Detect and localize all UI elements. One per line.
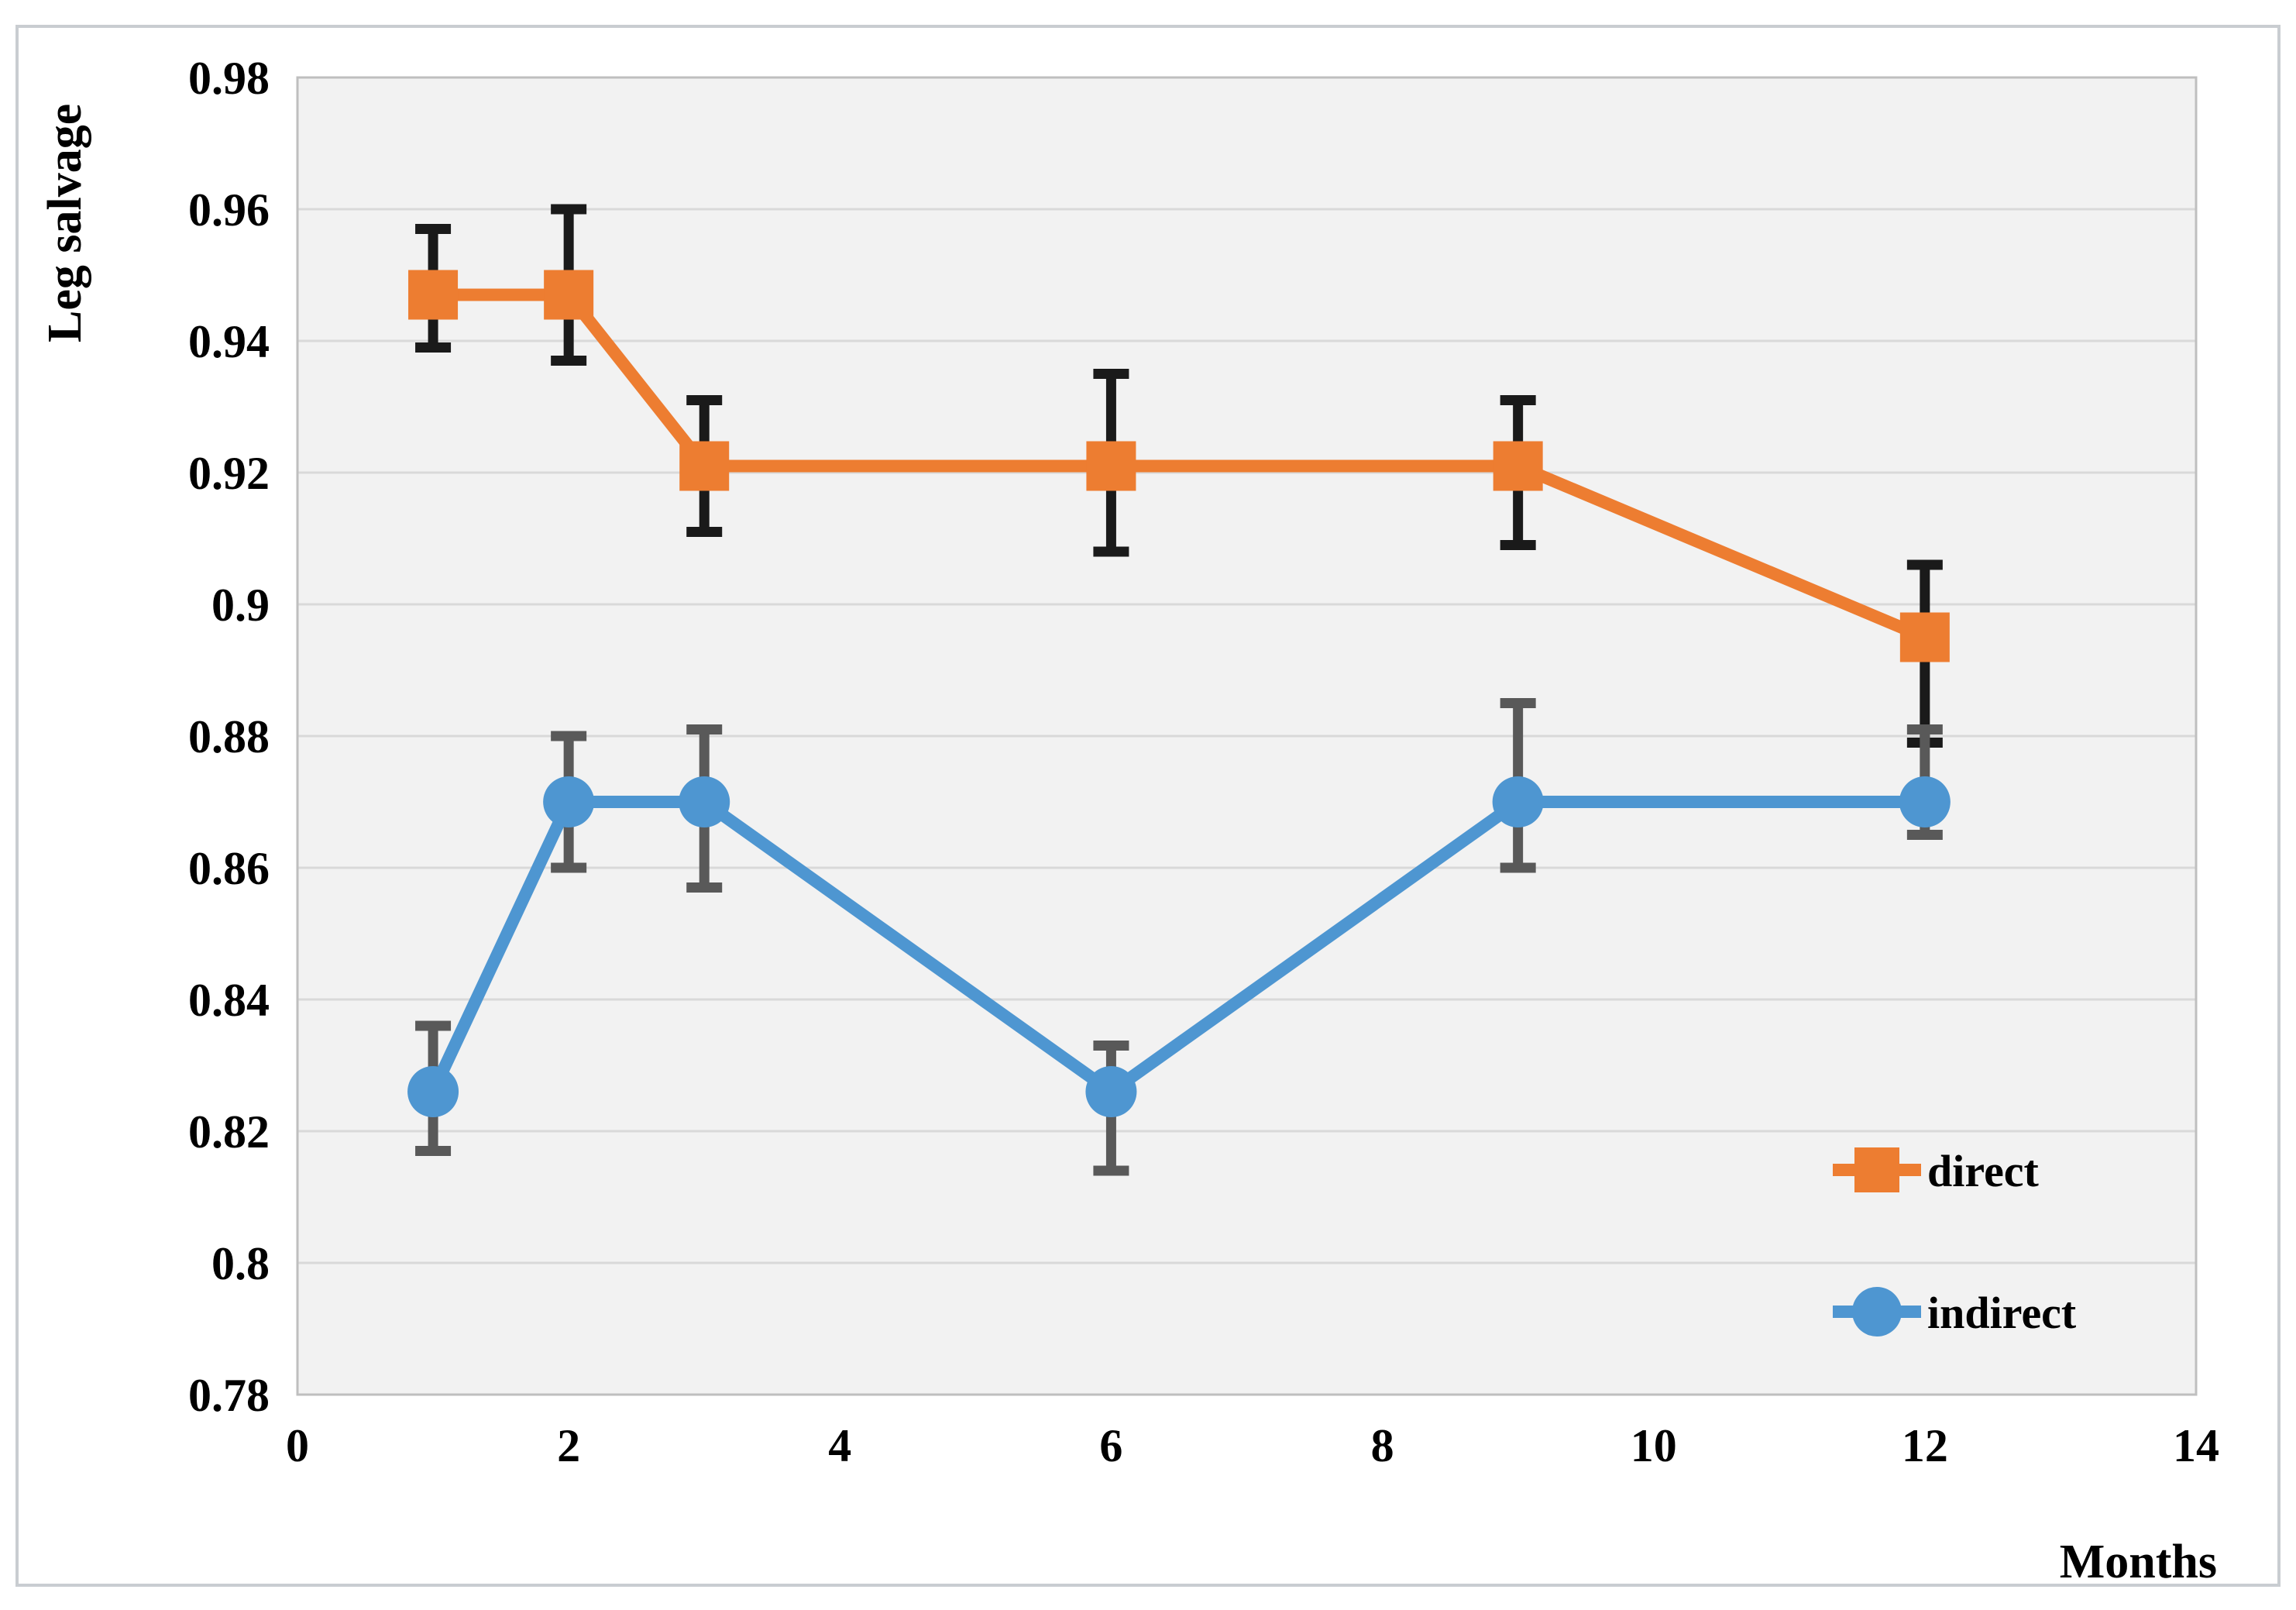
x-tick-label: 6 — [1099, 1420, 1122, 1471]
legend-label: indirect — [1927, 1288, 2077, 1338]
marker-indirect-month-1 — [407, 1066, 459, 1117]
y-tick-label: 0.86 — [188, 843, 270, 894]
chart-render-root: 0.98 0.96 0.94 0.92 0.9 0.88 0.86 0.84 0.82 0.8 0.… — [15, 25, 2281, 1587]
marker-direct-month-6 — [1086, 441, 1136, 491]
y-tick-label: 0.9 — [211, 580, 270, 631]
marker-indirect-month-9 — [1492, 776, 1544, 827]
y-tick-label: 0.96 — [188, 184, 270, 236]
y-tick-label: 0.84 — [188, 975, 270, 1026]
marker-indirect-month-12 — [1899, 776, 1951, 827]
y-tick-label: 0.88 — [188, 711, 270, 762]
legend-label: direct — [1927, 1146, 2040, 1196]
marker-direct-month-1 — [408, 270, 459, 320]
y-axis-title: Leg salvage — [39, 104, 91, 342]
marker-indirect-month-3 — [679, 776, 730, 827]
x-tick-label: 8 — [1371, 1420, 1394, 1471]
x-tick-label: 4 — [828, 1420, 851, 1471]
x-axis-title: Months — [2060, 1536, 2217, 1588]
marker-direct-month-2 — [544, 270, 594, 320]
y-tick-label: 0.98 — [188, 53, 270, 104]
legend-marker-circle — [1852, 1287, 1902, 1337]
y-tick-label: 0.78 — [188, 1370, 270, 1421]
marker-indirect-month-6 — [1085, 1066, 1137, 1117]
x-tick-label: 2 — [557, 1420, 580, 1471]
y-tick-label: 0.8 — [211, 1238, 270, 1289]
x-tick-label: 10 — [1631, 1420, 1677, 1471]
marker-direct-month-3 — [679, 441, 730, 491]
x-tick-label: 14 — [2173, 1420, 2219, 1471]
marker-indirect-month-2 — [543, 776, 595, 827]
legend-item-direct: direct — [1833, 1146, 2040, 1196]
marker-direct-month-12 — [1899, 612, 1950, 662]
series-line-indirect — [427, 796, 1931, 1098]
x-tick-label: 0 — [286, 1420, 309, 1471]
legend-marker-square — [1854, 1147, 1899, 1192]
legend-item-indirect: indirect — [1833, 1287, 2077, 1338]
y-tick-label: 0.94 — [188, 316, 270, 367]
plot-border — [296, 76, 2198, 1396]
x-tick-label: 12 — [1902, 1420, 1948, 1471]
y-tick-label: 0.82 — [188, 1106, 270, 1158]
marker-direct-month-9 — [1493, 441, 1543, 491]
y-tick-label: 0.92 — [188, 448, 270, 499]
